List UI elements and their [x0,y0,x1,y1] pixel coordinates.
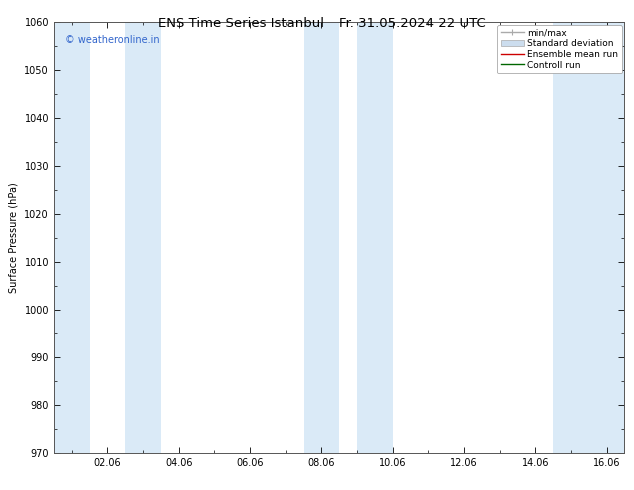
Text: ENS Time Series Istanbul: ENS Time Series Istanbul [158,17,324,30]
Bar [304,22,339,453]
Bar [54,22,89,453]
Legend: min/max, Standard deviation, Ensemble mean run, Controll run: min/max, Standard deviation, Ensemble me… [498,25,622,74]
Y-axis label: Surface Pressure (hPa): Surface Pressure (hPa) [9,182,19,293]
Bar [553,22,624,453]
Bar [357,22,392,453]
Text: Fr. 31.05.2024 22 UTC: Fr. 31.05.2024 22 UTC [339,17,486,30]
Text: © weatheronline.in: © weatheronline.in [65,35,160,45]
Bar [126,22,161,453]
